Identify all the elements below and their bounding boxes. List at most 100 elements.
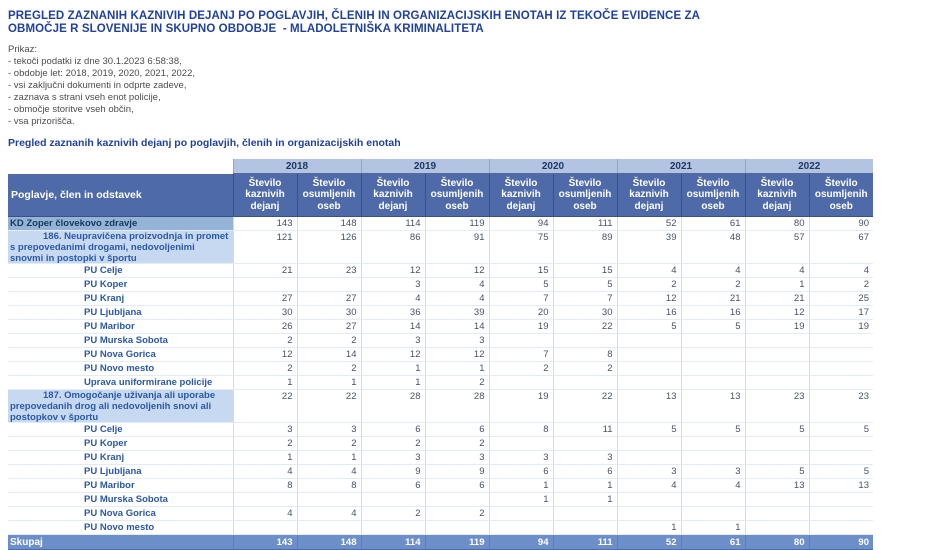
value-cell: 5 [616,422,681,437]
value-cell [744,347,809,362]
year-header: 2022 [744,159,873,174]
subheader-cell: Število osumljenih oseb [424,173,489,217]
value-cell: 28 [360,389,425,423]
value-cell [744,506,809,521]
value-cell: 5 [616,319,681,334]
value-cell: 2 [424,506,489,521]
table-row-unit: PU Koper 3 4 5 5 2 2 1 2 [8,277,873,292]
row-label: PU Celje [8,263,233,278]
value-cell: 3 [616,464,681,479]
table-row-unit: PU Nova Gorica 12 14 12 12 7 8 [8,347,873,362]
subheader-cell: Število osumljenih oseb [296,173,361,217]
value-cell [680,375,745,390]
row-label: 187. Omogočanje uživanja ali uporabe pre… [8,389,233,423]
value-cell [296,492,361,507]
subheader-cell: Število kaznivih dejanj [616,173,681,217]
value-cell: 3 [488,450,553,465]
value-cell: 27 [232,291,297,306]
row-label: PU Celje [8,422,233,437]
value-cell [680,347,745,362]
subheader-cell: Število osumljenih oseb [808,173,873,217]
value-cell: 6 [424,422,489,437]
table-row-article: 187. Omogočanje uživanja ali uporabe pre… [8,389,873,423]
value-cell [360,492,425,507]
value-cell: 26 [232,319,297,334]
value-cell [552,506,617,521]
filter-item: - obdobje let: 2018, 2019, 2020, 2021, 2… [8,68,195,79]
value-cell [808,520,873,535]
table-row-unit: PU Celje 3 3 6 6 8 11 5 5 5 5 [8,422,873,437]
value-cell: 12 [232,347,297,362]
subheader-cell: Število osumljenih oseb [680,173,745,217]
value-cell [488,520,553,535]
value-cell: 27 [296,319,361,334]
value-cell: 2 [232,436,297,451]
value-cell: 12 [744,305,809,320]
value-cell [232,277,297,292]
value-cell: 4 [424,277,489,292]
value-cell: 2 [680,277,745,292]
value-cell: 30 [296,305,361,320]
value-cell [616,375,681,390]
value-cell: 30 [552,305,617,320]
value-cell: 5 [744,422,809,437]
value-cell [680,492,745,507]
value-cell: 12 [360,347,425,362]
value-cell: 13 [616,389,681,423]
value-cell: 3 [680,464,745,479]
value-cell [680,361,745,376]
value-cell: 21 [744,291,809,306]
table-row-unit: PU Novo mesto 1 1 [8,520,873,535]
value-cell: 23 [744,389,809,423]
value-cell [616,492,681,507]
value-cell: 7 [552,291,617,306]
row-label: 186. Neupravičena proizvodnja in promet … [8,230,233,264]
filters-heading: Prikaz: [8,44,38,55]
value-cell: 4 [680,263,745,278]
value-cell: 22 [552,319,617,334]
value-cell [616,333,681,348]
value-cell: 1 [296,450,361,465]
value-cell: 23 [808,389,873,423]
table-row-unit: PU Kranj 27 27 4 4 7 7 12 21 21 25 [8,291,873,306]
value-cell: 2 [232,333,297,348]
value-cell: 36 [360,305,425,320]
value-cell [296,277,361,292]
value-cell: 8 [552,347,617,362]
value-cell: 19 [744,319,809,334]
table-row-unit: PU Murska Sobota 1 1 [8,492,873,507]
total-value-cell: 114 [360,534,425,550]
row-label: PU Nova Gorica [8,347,233,362]
value-cell [808,333,873,348]
value-cell: 8 [296,478,361,493]
row-label: PU Kranj [8,291,233,306]
value-cell: 1 [360,375,425,390]
value-cell: 25 [808,291,873,306]
value-cell: 5 [808,464,873,479]
value-cell: 4 [360,291,425,306]
value-cell: 126 [296,230,361,264]
subheader-cell: Število osumljenih oseb [552,173,617,217]
value-cell [808,506,873,521]
value-cell: 4 [808,263,873,278]
total-value-cell: 111 [552,534,617,550]
value-cell [424,492,489,507]
value-cell: 19 [808,319,873,334]
filter-item: - tekoči podatki iz dne 30.1.2023 6:58:3… [8,56,182,67]
value-cell: 1 [616,520,681,535]
table-row-unit: PU Celje 21 23 12 12 15 15 4 4 4 4 [8,263,873,278]
table-row-unit: PU Ljubljana 4 4 9 9 6 6 3 3 5 5 [8,464,873,479]
value-cell: 1 [552,478,617,493]
row-label: PU Murska Sobota [8,492,233,507]
value-cell [744,375,809,390]
row-label: KD Zoper človekovo zdravje [8,216,233,231]
value-cell: 7 [488,347,553,362]
value-cell: 2 [296,361,361,376]
value-cell: 3 [552,450,617,465]
value-cell [488,506,553,521]
table-row-unit: PU Maribor 8 8 6 6 1 1 4 4 13 13 [8,478,873,493]
value-cell: 19 [488,389,553,423]
filter-item: - območje storitve vseh občin, [8,104,134,115]
value-cell: 2 [360,436,425,451]
